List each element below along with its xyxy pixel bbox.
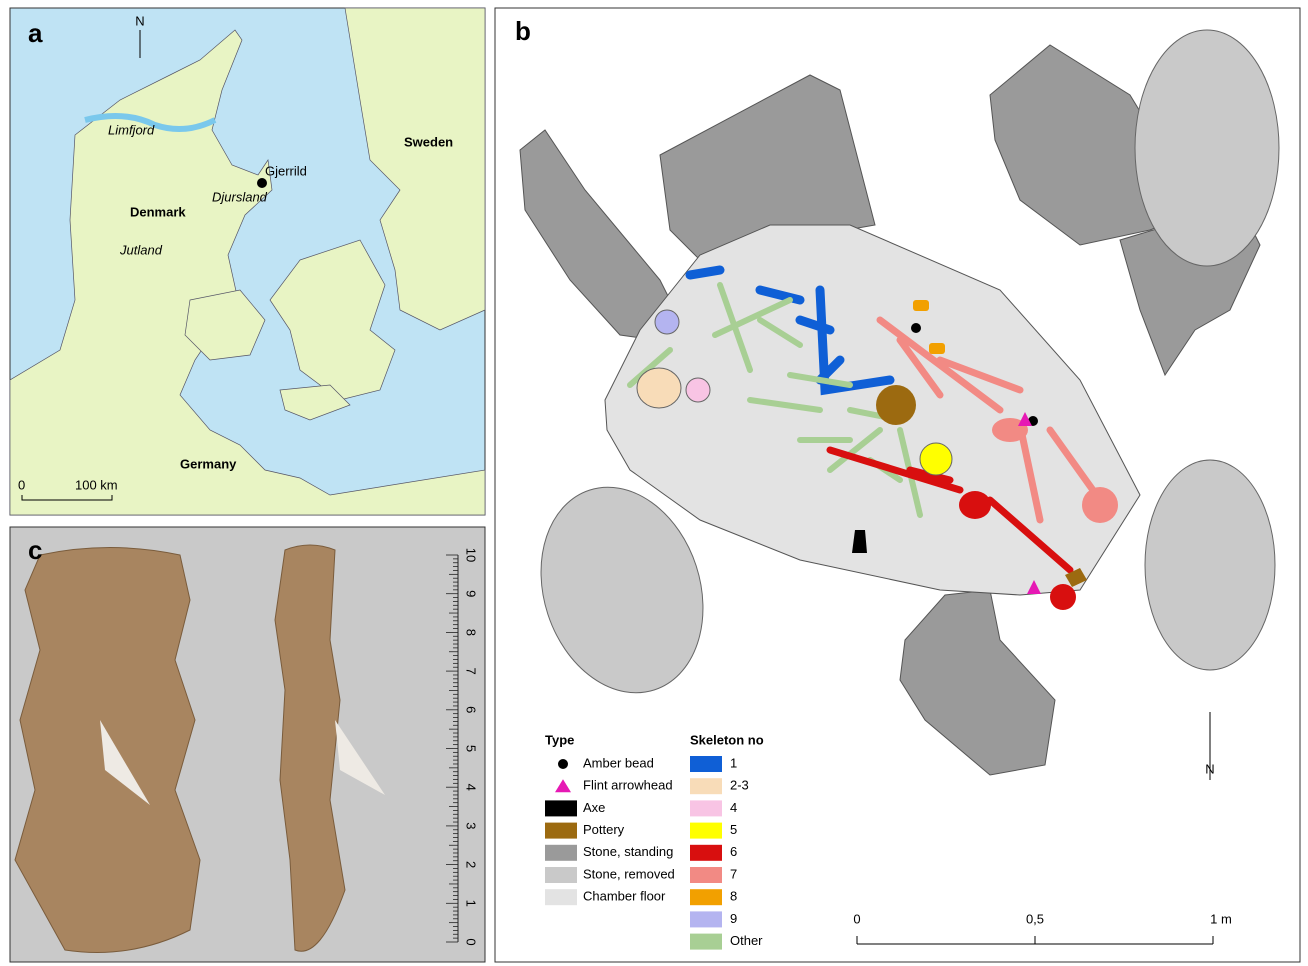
panel-a: a N Limfjord Gjerrild Djursland Denmark … bbox=[10, 8, 485, 515]
scale-label: 0 bbox=[18, 477, 25, 492]
legend-label: 5 bbox=[730, 822, 737, 837]
legend-label: Other bbox=[730, 933, 763, 948]
panel-label: c bbox=[28, 535, 42, 565]
legend-swatch bbox=[690, 889, 722, 905]
skeleton-7 bbox=[1082, 487, 1118, 523]
panel-b: b N Type Skeleton no Amber bead Flint arr… bbox=[495, 8, 1300, 962]
pottery bbox=[876, 385, 916, 425]
page: a N Limfjord Gjerrild Djursland Denmark … bbox=[0, 0, 1308, 966]
skeleton-4 bbox=[686, 378, 710, 402]
skeleton-6 bbox=[959, 491, 991, 519]
ruler-label: 6 bbox=[464, 706, 479, 713]
legend-symbol bbox=[545, 845, 577, 861]
skeleton-8 bbox=[913, 300, 929, 311]
north-label: N bbox=[1205, 761, 1214, 776]
legend-swatch bbox=[690, 778, 722, 794]
panel-label: b bbox=[515, 16, 531, 46]
place-label: Limfjord bbox=[108, 122, 155, 137]
ruler-label: 4 bbox=[464, 784, 479, 791]
legend-title: Type bbox=[545, 732, 574, 747]
legend-swatch bbox=[690, 800, 722, 816]
stone-removed bbox=[1135, 30, 1279, 266]
legend-swatch bbox=[690, 845, 722, 861]
legend-label: Axe bbox=[583, 800, 605, 815]
ruler-label: 7 bbox=[464, 667, 479, 674]
legend-label: 7 bbox=[730, 866, 737, 881]
place-label: Jutland bbox=[119, 242, 163, 257]
legend-label: 2-3 bbox=[730, 778, 749, 793]
legend-label: 8 bbox=[730, 889, 737, 904]
place-label: Djursland bbox=[212, 189, 268, 204]
legend-symbol bbox=[558, 759, 568, 769]
scale-label: 1 m bbox=[1210, 911, 1232, 926]
ruler-label: 0 bbox=[464, 938, 479, 945]
ruler-label: 5 bbox=[464, 745, 479, 752]
ruler-label: 10 bbox=[464, 548, 479, 562]
panel-label: a bbox=[28, 18, 43, 48]
place-label: Germany bbox=[180, 456, 237, 471]
amber-bead bbox=[911, 323, 921, 333]
ruler-label: 2 bbox=[464, 861, 479, 868]
legend-swatch bbox=[690, 823, 722, 839]
scale-label: 0 bbox=[853, 911, 860, 926]
skeleton-8 bbox=[929, 343, 945, 354]
ruler-label: 1 bbox=[464, 900, 479, 907]
skeleton-9 bbox=[655, 310, 679, 334]
legend-label: 1 bbox=[730, 755, 737, 770]
place-label: Sweden bbox=[404, 134, 453, 149]
scale-label: 100 km bbox=[75, 477, 118, 492]
ruler-label: 3 bbox=[464, 822, 479, 829]
legend-label: Amber bead bbox=[583, 755, 654, 770]
legend-title: Skeleton no bbox=[690, 732, 764, 747]
panel-c: c 0 1 2 3 4 5 6 7 8 9 10 bbox=[10, 527, 485, 962]
legend-symbol bbox=[545, 823, 577, 839]
legend-swatch bbox=[690, 911, 722, 927]
legend-label: Stone, standing bbox=[583, 844, 673, 859]
legend-swatch bbox=[690, 934, 722, 950]
skeleton-2-3 bbox=[637, 368, 681, 408]
legend-symbol bbox=[545, 867, 577, 883]
legend-label: Stone, removed bbox=[583, 866, 675, 881]
legend-label: Pottery bbox=[583, 822, 625, 837]
ruler-label: 9 bbox=[464, 590, 479, 597]
legend-symbol bbox=[545, 889, 577, 905]
skeleton-5 bbox=[920, 443, 952, 475]
legend-swatch bbox=[690, 867, 722, 883]
ruler-label: 8 bbox=[464, 629, 479, 636]
north-label: N bbox=[135, 13, 144, 28]
stone-removed bbox=[1145, 460, 1275, 670]
legend-label: 9 bbox=[730, 911, 737, 926]
figure: a N Limfjord Gjerrild Djursland Denmark … bbox=[0, 0, 1308, 966]
scale-label: 0,5 bbox=[1026, 911, 1044, 926]
skeleton-6 bbox=[1050, 584, 1076, 610]
legend-label: 4 bbox=[730, 800, 737, 815]
place-label: Gjerrild bbox=[265, 163, 307, 178]
legend-label: Chamber floor bbox=[583, 889, 666, 904]
legend-label: Flint arrowhead bbox=[583, 778, 673, 793]
legend-label: 6 bbox=[730, 844, 737, 859]
place-label: Denmark bbox=[130, 204, 186, 219]
site-dot bbox=[257, 178, 267, 188]
legend-symbol bbox=[545, 800, 577, 816]
legend-swatch bbox=[690, 756, 722, 772]
